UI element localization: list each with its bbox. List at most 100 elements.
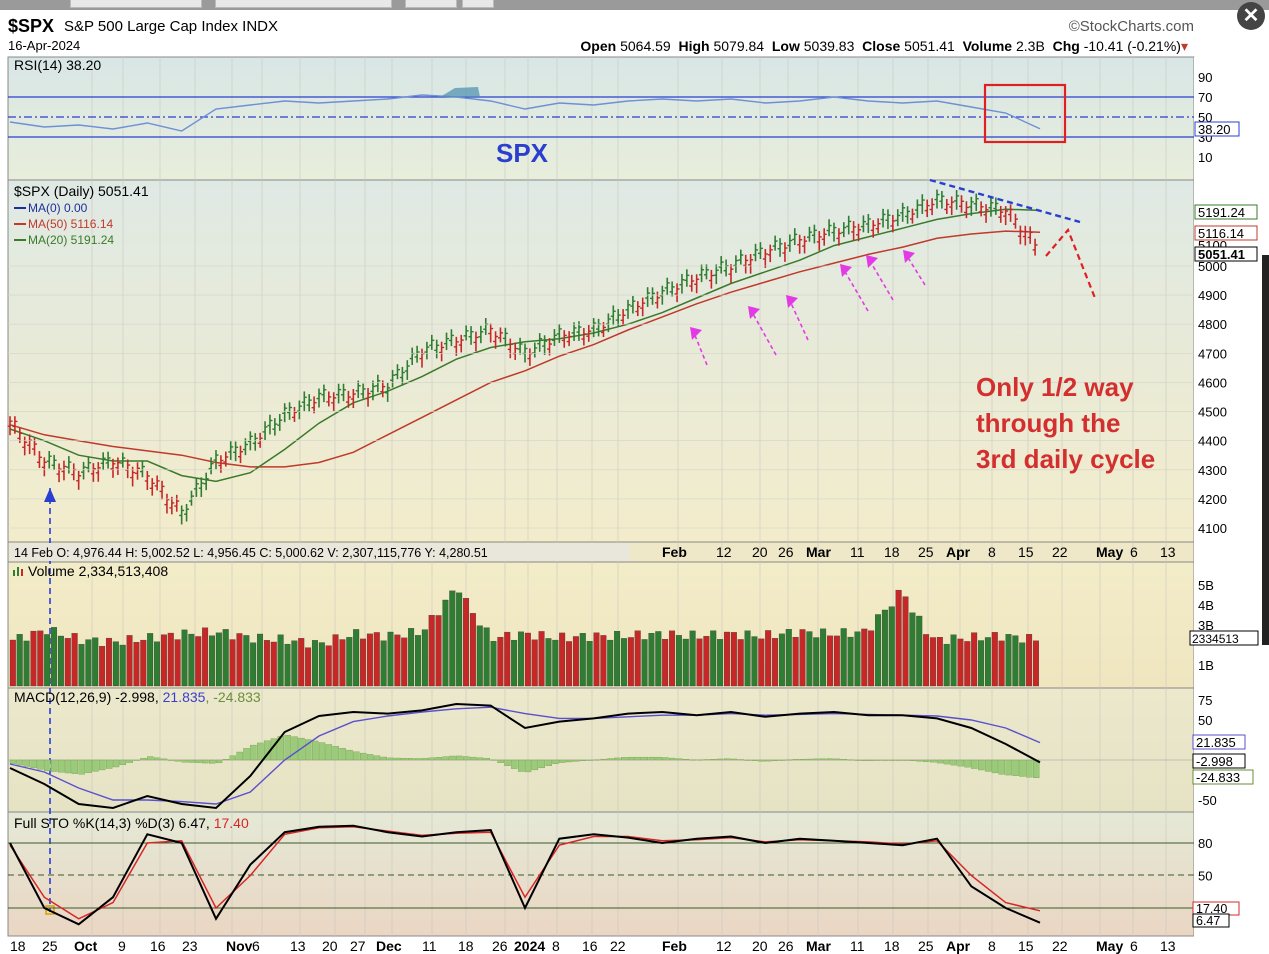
- macd-hist-bar: [559, 759, 566, 763]
- volume-bar: [854, 631, 861, 687]
- price-bar: [56, 463, 62, 483]
- volume-bar: [208, 635, 215, 687]
- macd-hist-bar: [655, 756, 662, 761]
- macd-panel: [7, 687, 1195, 813]
- mid-axis-label: 11: [850, 544, 865, 560]
- macd-hist-bar: [978, 759, 985, 771]
- macd-hist-bar: [586, 759, 594, 761]
- toolbar-tab[interactable]: [462, 0, 494, 8]
- volume-bar: [222, 629, 229, 687]
- price-bar: [856, 223, 862, 242]
- price-tick-label: 4900: [1198, 288, 1227, 303]
- volume-bar: [181, 629, 188, 687]
- macd-hist-bar: [112, 759, 120, 768]
- volume-bar: [696, 638, 703, 687]
- price-bar: [968, 196, 974, 216]
- price-tick-label: 5000: [1198, 259, 1227, 274]
- mid-axis-label: Feb: [662, 544, 687, 560]
- volume-bar: [504, 631, 511, 687]
- volume-bar: [895, 589, 902, 687]
- volume-bar: [511, 639, 518, 687]
- volume-bar: [559, 632, 566, 687]
- volume-bar: [1012, 635, 1019, 687]
- macd-hist-bar: [469, 756, 477, 761]
- volume-tag-text: 2334513: [1192, 632, 1239, 646]
- macd-hist-bar: [394, 757, 401, 761]
- macd-hist-bar: [703, 759, 710, 761]
- volume-bar: [655, 631, 662, 687]
- price-bar: [674, 283, 680, 303]
- price-bar: [900, 202, 906, 222]
- sto-tick-label: 50: [1198, 869, 1212, 884]
- volume-bars: [9, 589, 1039, 687]
- macd-hist-bar: [758, 759, 765, 762]
- projection-path: [1045, 227, 1097, 299]
- price-bar: [551, 329, 557, 346]
- volume-bar: [586, 641, 593, 687]
- price-bar: [404, 360, 410, 380]
- volume-bar: [545, 638, 552, 687]
- macd-hist-bar: [572, 759, 580, 762]
- bottom-axis-label: 8: [552, 938, 560, 954]
- macd-label: MACD(12,26,9) -2.998, 21.835, -24.833: [14, 689, 261, 705]
- mid-axis-label: 12: [716, 544, 732, 560]
- macd-tick-label: 75: [1198, 693, 1212, 708]
- bottom-axis-label: 15: [1018, 938, 1034, 954]
- price-bar: [478, 325, 484, 344]
- price-bar: [743, 254, 749, 274]
- macd-tick-label: -50: [1198, 793, 1217, 808]
- macd-hist-bar: [552, 759, 559, 764]
- mid-axis-label: 8: [988, 544, 996, 560]
- volume-bar: [99, 646, 106, 687]
- macd-hist-bar: [188, 759, 195, 763]
- volume-bar: [881, 609, 888, 687]
- volume-bar: [524, 632, 531, 687]
- macd-hist-bar: [875, 759, 882, 761]
- bottom-axis-label: 6: [252, 938, 260, 954]
- macd-hist-bar: [813, 758, 820, 761]
- volume-bar: [840, 628, 847, 687]
- bottom-axis-label: 22: [1052, 938, 1068, 954]
- volume-bar: [820, 628, 827, 687]
- price-bar: [169, 496, 175, 515]
- macd-hist-bar: [366, 754, 374, 761]
- volume-bar: [215, 632, 222, 687]
- bottom-axis-label: 18: [10, 938, 26, 954]
- macd-hist-bar: [1019, 759, 1026, 777]
- price-bar: [625, 299, 631, 319]
- macd-hist-bar: [916, 759, 923, 762]
- price-bar: [919, 194, 925, 214]
- volume-bar: [868, 630, 875, 687]
- macd-hist-bar: [126, 759, 133, 763]
- macd-hist-bar: [717, 758, 724, 761]
- price-bar: [36, 451, 42, 468]
- magenta-arrow-icon: [786, 295, 809, 341]
- price-bar: [306, 394, 312, 412]
- scroll-edge[interactable]: [1262, 255, 1269, 645]
- volume-bar: [751, 636, 758, 687]
- price-bar: [448, 329, 454, 347]
- close-icon[interactable]: ✕: [1237, 2, 1265, 30]
- price-bar: [252, 433, 258, 451]
- volume-bar: [250, 642, 257, 687]
- volume-bar: [813, 637, 820, 687]
- blue-arrow-icon: [44, 488, 56, 502]
- price-bar: [345, 390, 351, 408]
- vertical-gridlines: [91, 57, 1167, 936]
- volume-bar: [277, 634, 284, 687]
- price-bar: [645, 287, 651, 307]
- volume-bar: [167, 632, 174, 687]
- volume-bar: [662, 639, 669, 687]
- volume-bar: [44, 634, 51, 687]
- price-bar: [414, 345, 420, 363]
- macd-hist-bar: [291, 736, 298, 761]
- volume-bar: [373, 632, 380, 687]
- price-bar: [640, 297, 646, 317]
- volume-bar: [978, 640, 985, 687]
- toolbar-tab[interactable]: [70, 0, 202, 8]
- volume-bar: [51, 627, 58, 687]
- toolbar-tab[interactable]: [215, 0, 392, 8]
- macd-hist-bar: [840, 759, 848, 761]
- toolbar-tab[interactable]: [405, 0, 457, 8]
- macd-hist-bar: [229, 755, 236, 761]
